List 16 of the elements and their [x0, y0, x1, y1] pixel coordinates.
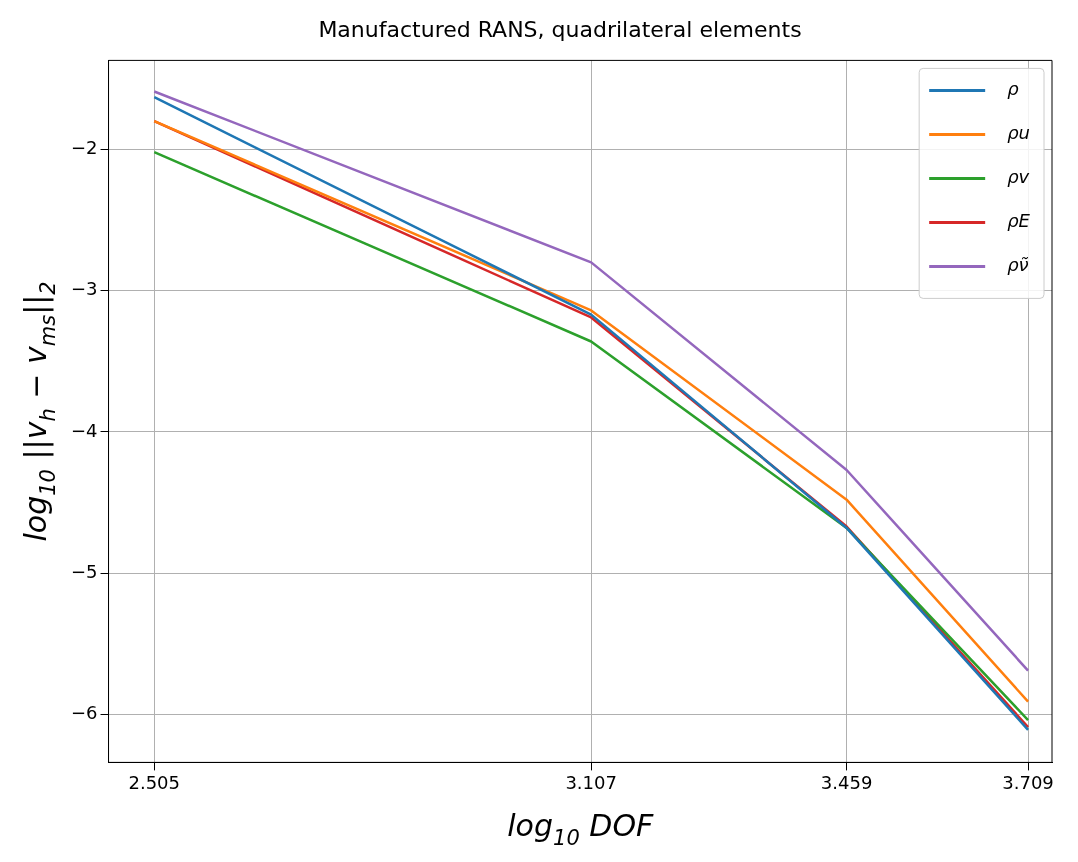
y-tick-label: −3 [70, 278, 98, 300]
y-tick-label: −5 [70, 560, 98, 582]
x-tick-label: 3.107 [565, 771, 617, 793]
y-tick-label: −4 [70, 419, 98, 441]
x-tick-label: 3.459 [820, 771, 873, 793]
legend-label: ρE [1007, 210, 1031, 232]
x-tick-label: 3.709 [1002, 771, 1054, 793]
chart-title: Manufactured RANS, quadrilateral elements [318, 16, 802, 42]
y-tick-label: −2 [70, 137, 98, 159]
y-axis-title: log10 ||vh − vms||2 [18, 281, 60, 542]
legend-label: ρ [1007, 78, 1020, 100]
legend-label: ρν̃ [1007, 254, 1029, 276]
legend-label: ρu [1007, 122, 1031, 144]
legend-label: ρv [1007, 166, 1030, 188]
x-tick-label: 2.505 [128, 771, 181, 793]
y-tick-label: −6 [70, 702, 98, 724]
